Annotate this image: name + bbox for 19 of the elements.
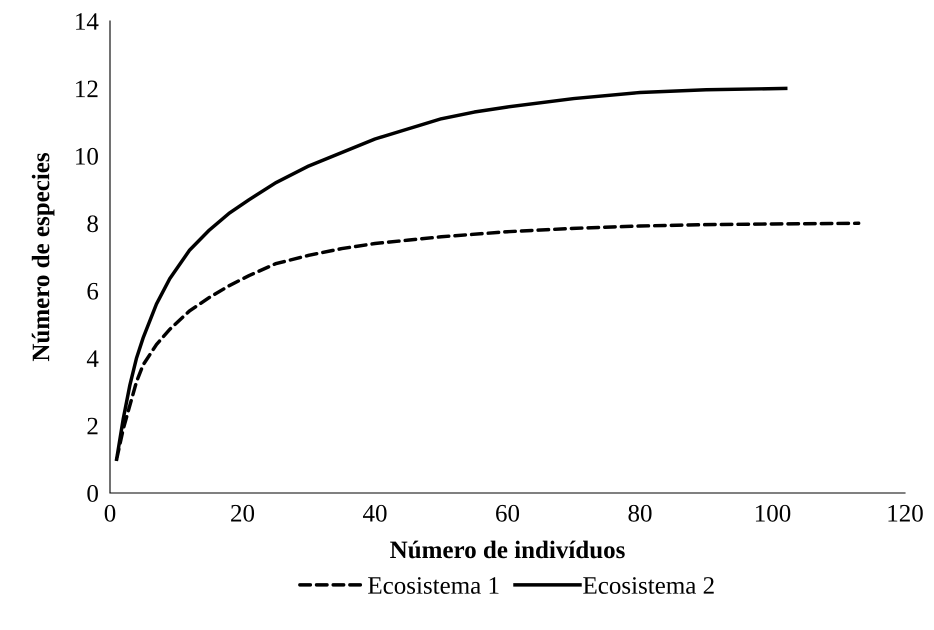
x-tick-label: 0: [104, 504, 116, 522]
y-axis-title: Número de especies: [32, 153, 54, 362]
y-tick-label: 8: [87, 215, 98, 232]
y-tick-label: 6: [87, 282, 98, 300]
y-tick-label: 4: [86, 350, 98, 367]
y-tick-label: 0: [87, 485, 98, 502]
legend-label: Ecosistema 2: [583, 577, 714, 594]
x-tick-label: 120: [888, 504, 923, 522]
x-tick-label: 20: [231, 504, 254, 522]
x-tick-label: 60: [496, 504, 520, 522]
y-tick-label: 10: [76, 148, 98, 165]
x-tick-label: 100: [756, 504, 790, 522]
y-tick-label: 12: [76, 80, 98, 98]
x-axis-title: Número de indivíduos: [390, 540, 625, 558]
x-tick-label: 80: [628, 504, 652, 522]
y-tick-label: 2: [87, 418, 98, 434]
legend-label: Ecosistema 1: [368, 577, 498, 594]
y-tick-label: 14: [76, 13, 98, 30]
x-tick-label: 40: [362, 504, 387, 522]
